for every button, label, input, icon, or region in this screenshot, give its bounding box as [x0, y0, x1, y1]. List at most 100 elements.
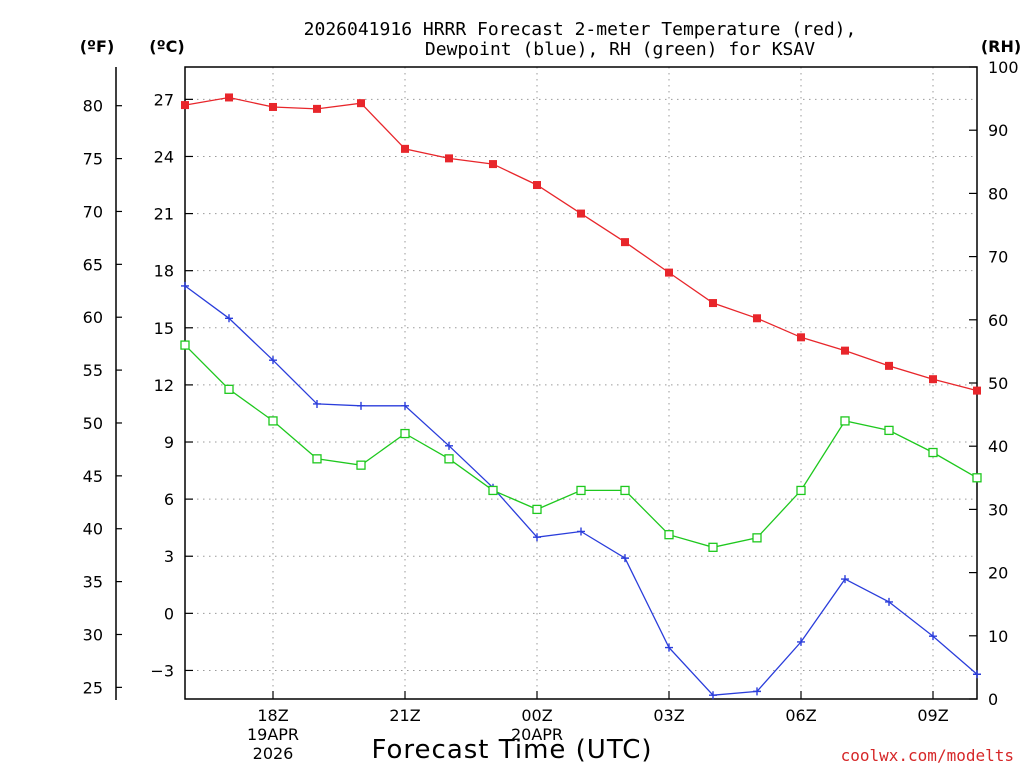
dewpoint-point	[313, 399, 321, 408]
dewpoint-point	[357, 401, 365, 410]
dewpoint-point	[973, 670, 981, 679]
rh-tick-label: 100	[988, 58, 1019, 77]
temperature-point	[357, 99, 365, 108]
rh-tick-label: 90	[988, 121, 1008, 140]
fahrenheit-tick-label: 75	[83, 150, 103, 169]
time-tick-year: 2026	[253, 744, 294, 763]
celsius-tick-label: 6	[164, 490, 174, 509]
series-temperature	[181, 93, 981, 395]
fahrenheit-tick-label: 60	[83, 308, 103, 327]
fahrenheit-axis-unit: (ºF)	[80, 37, 115, 56]
dewpoint-point	[269, 356, 277, 365]
rh-point	[532, 504, 542, 515]
fahrenheit-axis-ticks: 80 75 70 65 60 55 50 45 40 35 30 25	[83, 97, 122, 697]
rh-tick-label: 10	[988, 627, 1008, 646]
time-tick-label: 03Z	[653, 706, 684, 725]
fahrenheit-tick-label: 80	[83, 97, 103, 116]
temperature-point	[885, 361, 893, 370]
temperature-point	[445, 154, 453, 163]
time-tick-label: 06Z	[785, 706, 816, 725]
rh-point	[796, 485, 806, 496]
fahrenheit-tick-label: 65	[83, 255, 103, 274]
temperature-point	[621, 238, 629, 247]
series-layer	[180, 93, 982, 700]
rh-tick-label: 0	[988, 690, 998, 709]
temperature-point	[401, 144, 409, 153]
dewpoint-point	[621, 554, 629, 563]
temperature-point	[665, 268, 673, 277]
temperature-point	[181, 101, 189, 110]
rh-point	[928, 447, 938, 458]
rh-tick-label: 50	[988, 374, 1008, 393]
rh-point	[224, 384, 234, 394]
rh-tick-label: 20	[988, 564, 1008, 583]
dewpoint-point	[577, 527, 585, 536]
dewpoint-point	[929, 632, 937, 641]
rh-tick-label: 70	[988, 248, 1008, 267]
temperature-point	[269, 102, 277, 111]
celsius-tick-label: 27	[154, 90, 174, 109]
fahrenheit-tick-label: 35	[83, 573, 103, 592]
time-tick-date: 20APR	[511, 725, 563, 744]
celsius-tick-label: 0	[164, 604, 174, 623]
dewpoint-point	[709, 691, 717, 700]
rh-tick-label: 40	[988, 437, 1008, 456]
rh-point	[840, 416, 850, 426]
dewpoint-point	[753, 687, 761, 696]
site-credit[interactable]: coolwx.com/modelts	[841, 746, 1014, 765]
dewpoint-point	[841, 575, 849, 584]
temperature-point	[841, 346, 849, 355]
temperature-point	[577, 209, 585, 218]
celsius-tick-label: 9	[164, 433, 174, 452]
celsius-tick-label: 15	[154, 319, 174, 338]
dewpoint-point	[225, 314, 233, 323]
rh-point	[180, 340, 190, 350]
celsius-tick-label: −3	[150, 661, 174, 680]
rh-point	[972, 473, 982, 483]
temperature-line	[184, 96, 978, 392]
dewpoint-point	[797, 637, 805, 646]
dewpoint-point	[445, 441, 453, 450]
rh-point	[312, 454, 322, 464]
grid-lines	[185, 67, 977, 699]
dewpoint-point	[181, 281, 189, 290]
temperature-point	[313, 104, 321, 113]
dewpoint-point	[885, 597, 893, 606]
celsius-tick-label: 18	[154, 262, 174, 281]
celsius-axis-ticks: 27 24 21 18 15 12 9 6 3 0 −3	[150, 90, 193, 680]
fahrenheit-tick-label: 45	[83, 467, 103, 486]
temperature-point	[489, 160, 497, 169]
rh-point	[752, 533, 762, 543]
fahrenheit-tick-label: 40	[83, 520, 103, 539]
celsius-tick-label: 12	[154, 376, 174, 395]
fahrenheit-tick-label: 70	[83, 202, 103, 221]
rh-tick-label: 30	[988, 500, 1008, 519]
fahrenheit-tick-label: 30	[83, 625, 103, 644]
time-tick-label: 09Z	[917, 706, 948, 725]
rh-point	[884, 425, 894, 436]
celsius-tick-label: 3	[164, 547, 174, 566]
rh-point	[268, 416, 278, 426]
temperature-point	[225, 93, 233, 102]
rh-line	[184, 344, 978, 548]
temperature-point	[797, 333, 805, 342]
fahrenheit-tick-label: 50	[83, 414, 103, 433]
x-axis-label: Forecast Time (UTC)	[371, 735, 652, 765]
temperature-point	[709, 299, 717, 308]
time-tick-label: 21Z	[389, 706, 420, 725]
dewpoint-point	[665, 643, 673, 652]
rh-point	[488, 485, 498, 496]
series-rh	[180, 340, 982, 552]
rh-axis-unit: (RH)	[981, 37, 1021, 56]
rh-point	[620, 485, 630, 496]
temperature-point	[929, 375, 937, 384]
celsius-tick-label: 24	[154, 147, 174, 166]
rh-tick-label: 80	[988, 184, 1008, 203]
fahrenheit-tick-label: 25	[83, 678, 103, 697]
rh-point	[356, 460, 366, 470]
celsius-tick-label: 21	[154, 205, 174, 224]
fahrenheit-tick-label: 55	[83, 361, 103, 380]
temperature-point	[753, 314, 761, 323]
